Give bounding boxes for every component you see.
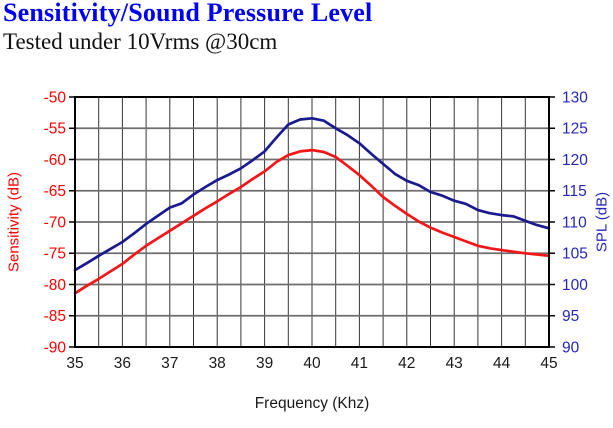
x-tick-label: 45 bbox=[540, 355, 557, 372]
y-left-tick-label: -75 bbox=[44, 246, 66, 263]
x-tick-label: 35 bbox=[66, 355, 83, 372]
y-right-tick-label: 110 bbox=[562, 214, 587, 231]
y-left-tick-label: -65 bbox=[44, 183, 66, 200]
sensitivity-curve bbox=[73, 148, 551, 295]
y-left-tick-label: -85 bbox=[44, 308, 66, 325]
x-tick-label: 41 bbox=[351, 355, 368, 372]
y-left-tick-label: -80 bbox=[44, 277, 67, 294]
y-left-tick-label: -60 bbox=[44, 152, 67, 169]
x-tick-label: 40 bbox=[303, 355, 321, 372]
y-right-tick-label: 105 bbox=[562, 246, 588, 263]
x-tick-label: 39 bbox=[256, 355, 273, 372]
y-right-tick-label: 100 bbox=[562, 277, 588, 294]
chart-subtitle: Tested under 10Vrms @30cm bbox=[3, 29, 278, 54]
x-tick-label: 36 bbox=[114, 355, 131, 372]
x-tick-label: 42 bbox=[398, 355, 415, 372]
y-right-tick-label: 115 bbox=[562, 183, 587, 200]
y-left-tick-label: -90 bbox=[44, 339, 67, 356]
y-left-tick-label: -70 bbox=[44, 214, 67, 231]
y-right-tick-label: 130 bbox=[562, 89, 588, 106]
chart-title: Sensitivity/Sound Pressure Level bbox=[3, 0, 373, 27]
x-tick-label: 44 bbox=[493, 355, 511, 372]
x-tick-label: 37 bbox=[161, 355, 178, 372]
x-axis-title: Frequency (Khz) bbox=[254, 395, 370, 412]
spl-curve bbox=[73, 116, 551, 272]
y-right-tick-label: 120 bbox=[562, 152, 588, 169]
x-tick-label: 43 bbox=[446, 355, 463, 372]
y-right-tick-label: 90 bbox=[562, 339, 580, 356]
x-tick-label: 38 bbox=[209, 355, 226, 372]
y-right-tick-label: 125 bbox=[562, 121, 588, 138]
y-left-tick-label: -55 bbox=[44, 121, 66, 138]
y-right-tick-label: 95 bbox=[562, 308, 579, 325]
y-left-tick-label: -50 bbox=[44, 89, 67, 106]
